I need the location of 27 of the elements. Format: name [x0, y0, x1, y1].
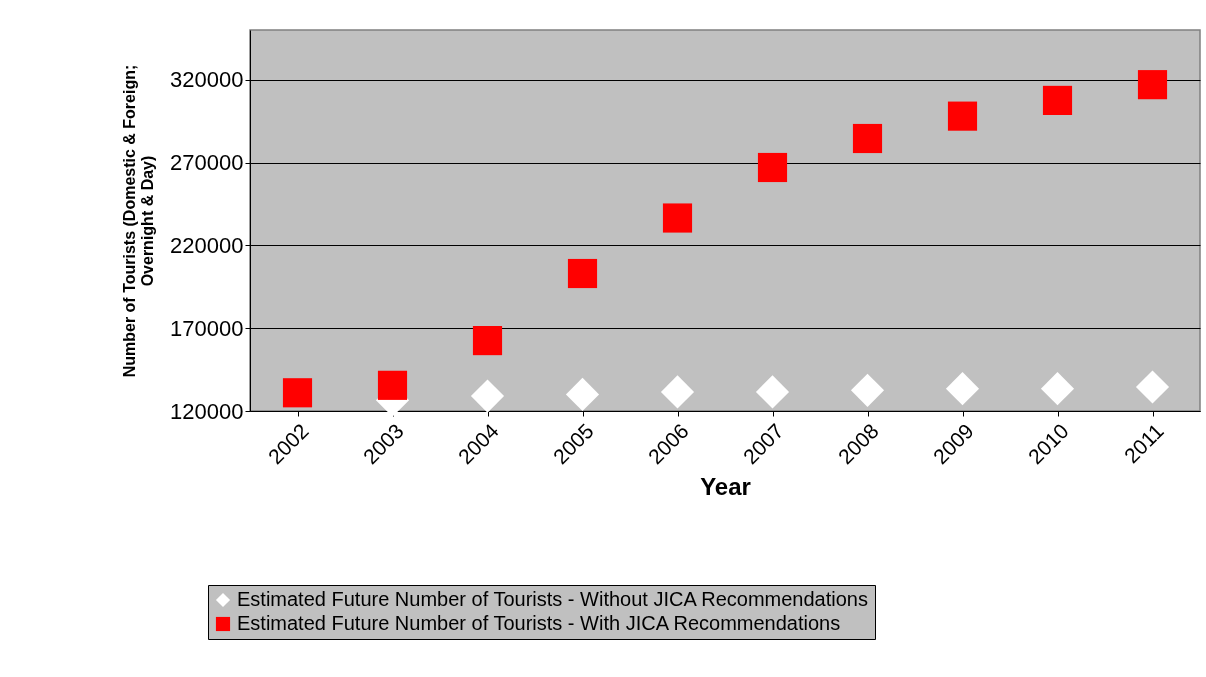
x-axis-title: Year [700, 473, 751, 501]
y-tick-label: 170000 [170, 315, 244, 341]
point [377, 370, 408, 400]
y-tick-label: 320000 [170, 67, 244, 93]
point [472, 326, 503, 356]
y-axis-title: Number of Tourists (Domestic & Foreign; Overnight & Day) [121, 64, 157, 378]
point [282, 378, 313, 408]
point [567, 258, 598, 289]
legend-label: Estimated Future Number of Tourists - Without JICA Recommendations [237, 588, 868, 610]
y-tick-label: 120000 [170, 398, 244, 424]
point [565, 377, 600, 412]
point [755, 375, 790, 409]
point [1042, 85, 1073, 115]
y-tick-label: 270000 [170, 150, 244, 176]
point [850, 373, 885, 407]
point [757, 152, 788, 183]
legend-label: Estimated Future Number of Tourists - With JICA Recommendations [237, 612, 841, 634]
point [660, 375, 695, 409]
point [470, 379, 505, 413]
point [1135, 370, 1170, 404]
point [1040, 372, 1075, 406]
point [662, 203, 693, 233]
point [1137, 70, 1168, 100]
point [945, 372, 980, 406]
point [852, 123, 883, 154]
point [947, 101, 978, 131]
y-tick-label: 220000 [170, 232, 244, 258]
